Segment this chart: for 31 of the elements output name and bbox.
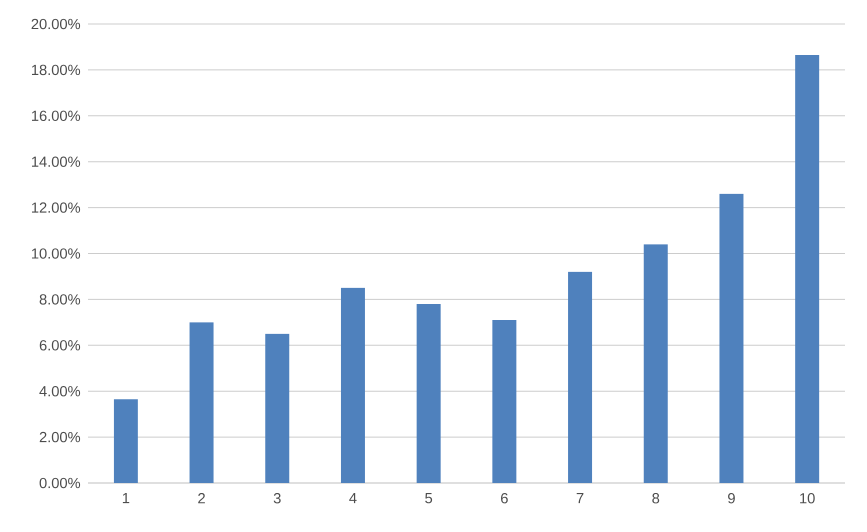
y-tick-label: 14.00% [32, 156, 80, 167]
y-tick-label: 2.00% [40, 432, 80, 442]
bar [416, 304, 441, 483]
x-tick-label: 5 [425, 493, 432, 504]
bar [265, 334, 290, 483]
x-tick-label: 9 [728, 493, 735, 504]
x-tick-label: 1 [122, 493, 130, 504]
y-tick-label: 18.00% [32, 64, 80, 76]
x-tick-label: 4 [349, 493, 357, 504]
y-tick-label: 10.00% [32, 248, 80, 259]
x-tick-label: 8 [652, 493, 660, 504]
x-tick-label: 6 [501, 493, 508, 504]
y-tick-label: 6.00% [40, 340, 80, 350]
y-tick-label: 4.00% [39, 386, 80, 396]
bar [568, 272, 592, 483]
bar [644, 244, 668, 483]
x-tick-label: 2 [198, 493, 205, 504]
x-tick-label: 7 [576, 493, 584, 504]
bar [340, 288, 365, 483]
bar [719, 194, 744, 483]
y-tick-label: 8.00% [40, 294, 80, 305]
y-tick-label: 12.00% [32, 202, 80, 213]
y-tick-label: 20.00% [32, 18, 80, 30]
x-tick-label: 10 [800, 493, 815, 504]
bar [114, 399, 138, 483]
y-tick-label: 16.00% [32, 110, 80, 121]
bar [795, 54, 820, 483]
x-tick-label: 3 [274, 493, 281, 504]
bar [492, 320, 516, 483]
y-tick-label: 0.00% [40, 478, 80, 488]
bar [190, 322, 214, 483]
